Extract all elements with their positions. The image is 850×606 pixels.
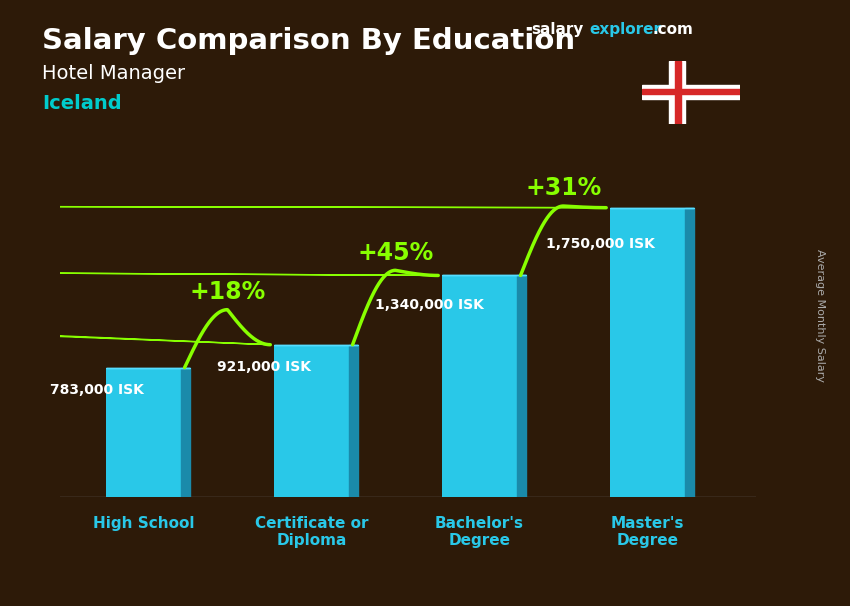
Bar <box>274 345 349 497</box>
Polygon shape <box>0 195 606 208</box>
Polygon shape <box>517 276 525 497</box>
Bar <box>609 208 685 497</box>
Polygon shape <box>349 345 358 497</box>
Bar <box>642 89 740 94</box>
Text: +45%: +45% <box>358 241 434 265</box>
Bar <box>669 61 685 124</box>
Polygon shape <box>0 331 270 345</box>
Polygon shape <box>685 208 694 497</box>
Text: explorer: explorer <box>589 22 661 38</box>
Text: Salary Comparison By Education: Salary Comparison By Education <box>42 27 575 55</box>
Text: Iceland: Iceland <box>42 94 122 113</box>
Polygon shape <box>181 367 190 497</box>
Bar <box>105 367 181 497</box>
Text: +31%: +31% <box>525 176 602 200</box>
Text: salary: salary <box>531 22 584 38</box>
Bar <box>675 61 681 124</box>
Text: 783,000 ISK: 783,000 ISK <box>49 383 144 397</box>
Bar <box>642 85 740 99</box>
Text: Hotel Manager: Hotel Manager <box>42 64 185 82</box>
Text: .com: .com <box>653 22 694 38</box>
Text: Average Monthly Salary: Average Monthly Salary <box>815 248 825 382</box>
Text: 1,340,000 ISK: 1,340,000 ISK <box>375 298 484 311</box>
Text: +18%: +18% <box>190 280 266 304</box>
Polygon shape <box>0 262 439 276</box>
Bar <box>442 276 517 497</box>
Text: 921,000 ISK: 921,000 ISK <box>218 360 311 374</box>
Text: 1,750,000 ISK: 1,750,000 ISK <box>546 236 654 251</box>
